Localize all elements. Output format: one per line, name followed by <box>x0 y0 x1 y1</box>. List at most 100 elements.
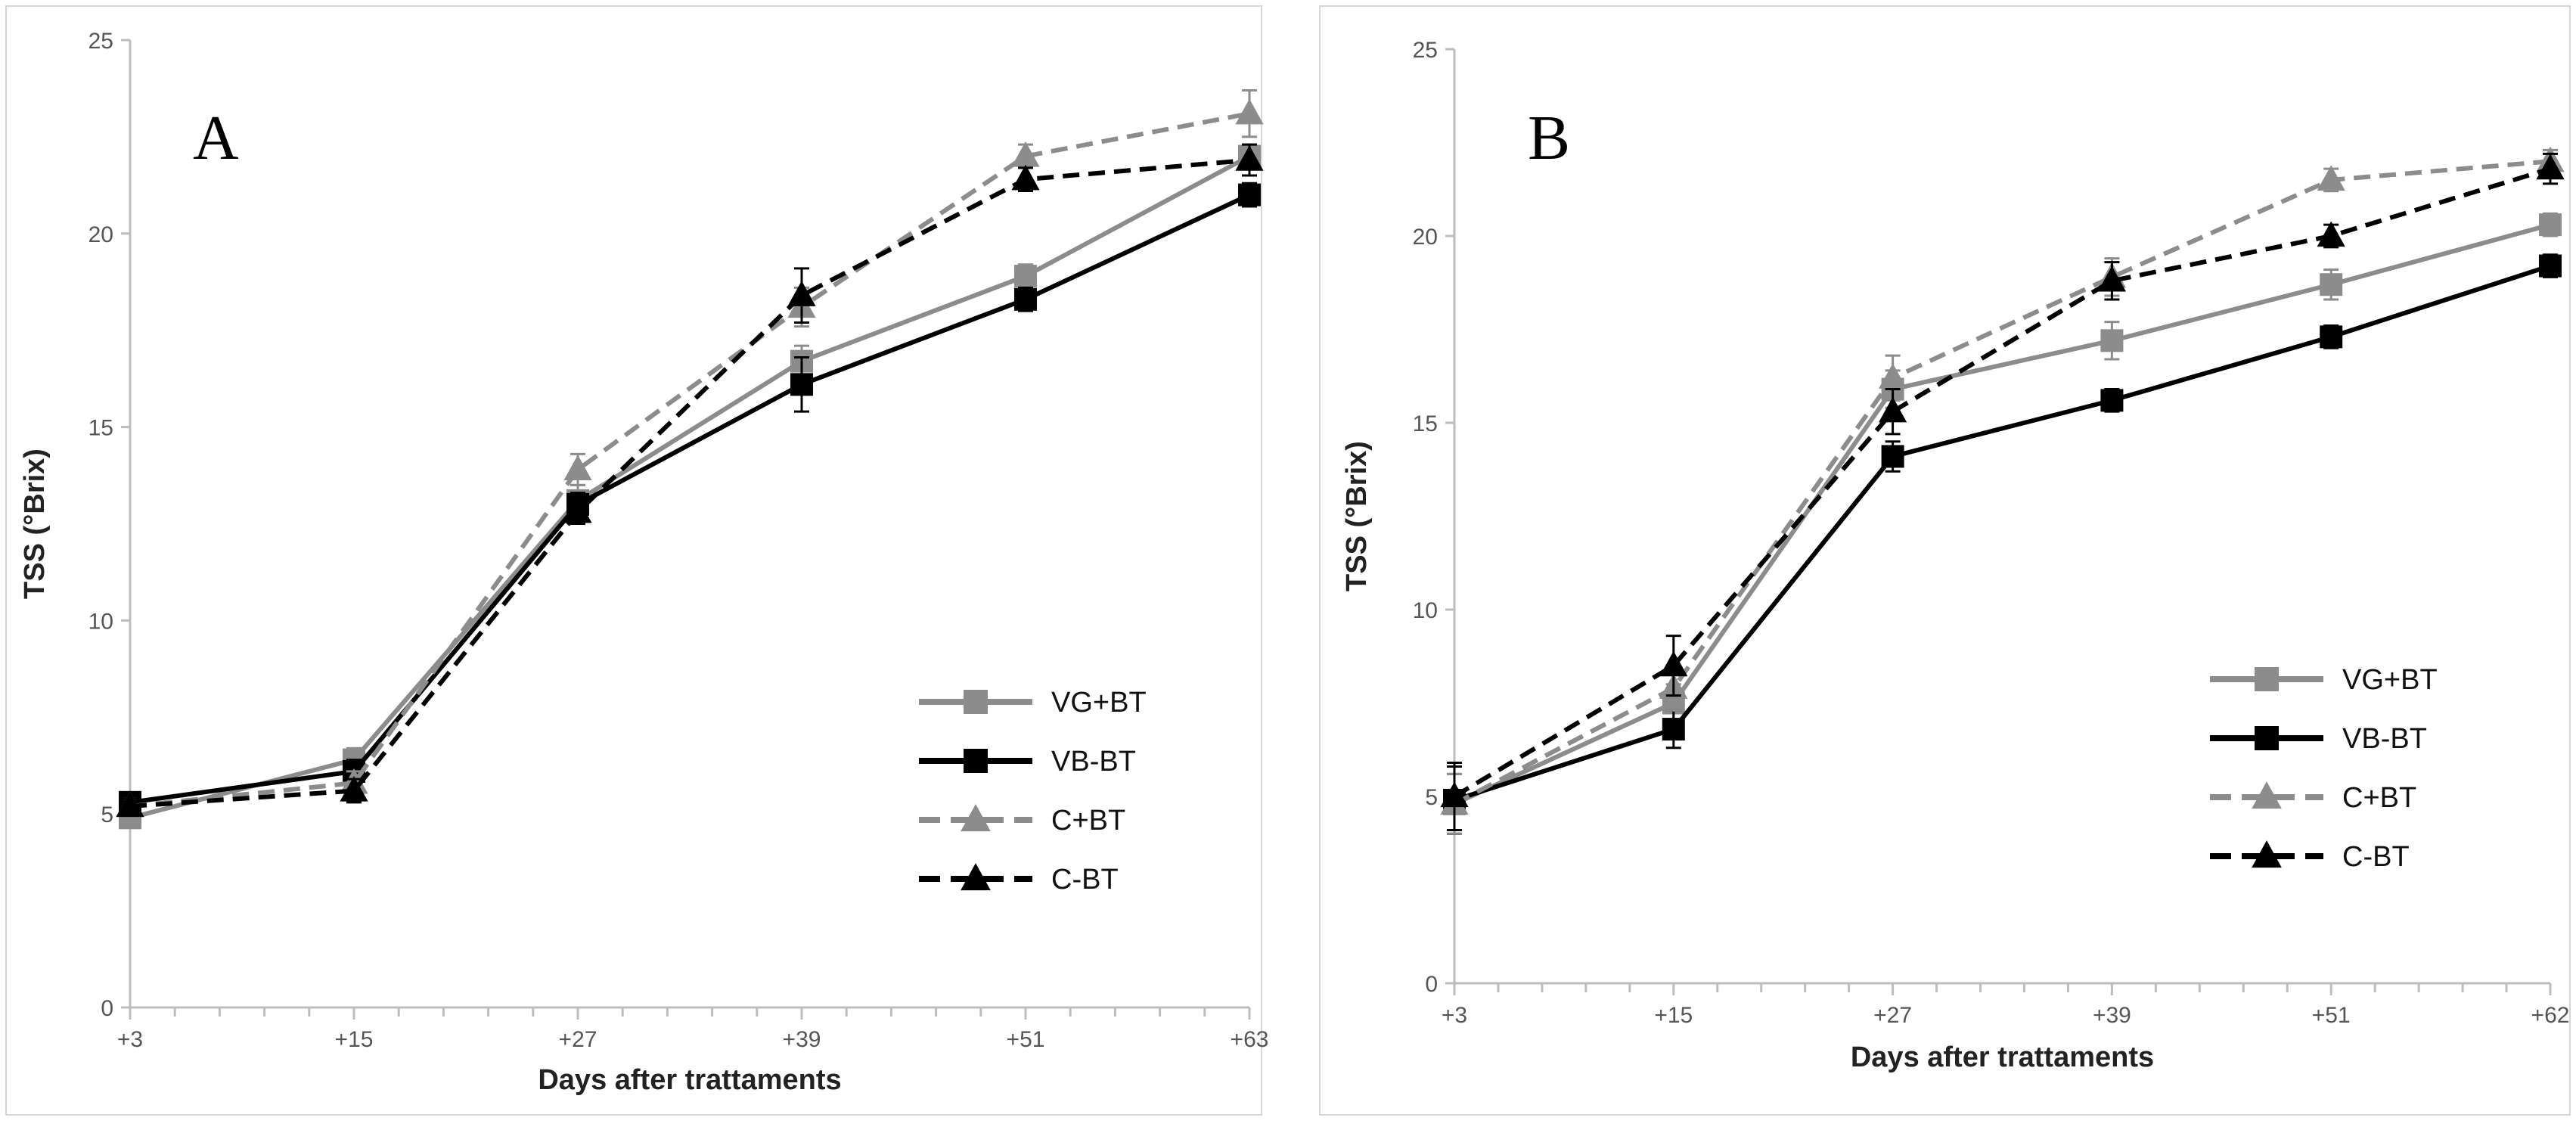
panel-b-frame <box>1319 5 2571 1116</box>
series-line <box>129 154 1251 821</box>
y-tick-label: 10 <box>1413 598 1438 623</box>
y-tick-label: 10 <box>88 609 113 634</box>
data-point <box>563 497 592 523</box>
data-point <box>2320 325 2343 349</box>
x-tick-label: +51 <box>1007 1027 1045 1052</box>
x-tick-label: +27 <box>559 1027 597 1052</box>
series-VB-BT <box>1443 253 2562 835</box>
panel-a-frame <box>5 5 1262 1116</box>
series-line <box>1453 166 2551 799</box>
panel-a-axes: 0 5 10 15 20 25 +3 +15 +27 +39 +51 +63 <box>88 29 1269 1052</box>
x-tick-label: +39 <box>2093 1003 2131 1028</box>
series-line <box>129 157 1250 809</box>
data-point <box>2536 154 2565 180</box>
data-point <box>1014 287 1037 311</box>
y-tick-label: 15 <box>88 416 113 441</box>
data-point <box>1662 718 1685 741</box>
data-point <box>1235 145 1264 171</box>
data-point <box>116 791 144 818</box>
data-point <box>2539 254 2562 278</box>
y-tick-label: 20 <box>88 222 113 247</box>
data-point <box>1881 445 1904 468</box>
legend-label: VB-BT <box>1051 746 1136 778</box>
panel-b-axes: 0 5 10 15 20 25 +3 +15 +27 +39 +51 +62 <box>1413 38 2570 1028</box>
legend-label: VG+BT <box>2342 664 2438 696</box>
x-tick-label: +51 <box>2312 1003 2351 1028</box>
data-point <box>1879 363 1907 389</box>
series-C-BT <box>1440 152 2565 831</box>
data-point <box>1879 396 1907 423</box>
data-point <box>2317 165 2345 191</box>
legend-label: VG+BT <box>1051 687 1147 719</box>
legend-entry-C-BT: C-BT <box>2210 840 2410 873</box>
data-point <box>2100 389 2124 412</box>
x-tick-label: +27 <box>1873 1003 1912 1028</box>
legend-entry-C+BT: C+BT <box>2210 781 2416 814</box>
data-point <box>340 775 368 802</box>
data-point <box>1440 781 1469 808</box>
series-VB-BT <box>119 182 1261 814</box>
legend-marker <box>964 690 988 714</box>
panel-b-legend: VG+BT VB-BT C+BT C-BT <box>2210 664 2438 873</box>
panel-a-legend: VG+BT VB-BT C+BT C-BT <box>919 687 1147 896</box>
legend-entry-C-BT: C-BT <box>919 863 1119 896</box>
data-point <box>1014 265 1037 288</box>
series-line <box>1453 159 2551 806</box>
y-tick-label: 25 <box>1413 38 1438 63</box>
legend-entry-VB-BT: VB-BT <box>2210 723 2427 755</box>
y-tick-label: 5 <box>101 802 113 827</box>
data-point <box>1011 164 1040 191</box>
y-tick-label: 5 <box>1425 785 1438 810</box>
panel-a-label: A <box>193 103 239 173</box>
legend-label: VB-BT <box>2342 723 2427 755</box>
x-tick-label: +3 <box>117 1027 143 1052</box>
series-C-BT <box>116 143 1264 818</box>
x-tick-label: +63 <box>1231 1027 1269 1052</box>
legend-label: C+BT <box>1051 805 1125 837</box>
legend-marker <box>2252 840 2282 868</box>
legend-marker <box>961 804 991 832</box>
legend-label: C-BT <box>1051 864 1119 896</box>
legend-marker <box>961 863 991 891</box>
data-point <box>2539 213 2562 237</box>
panel-b-label: B <box>1528 103 1570 173</box>
data-point <box>790 373 813 396</box>
panel-b-x-axis-title: Days after trattaments <box>1851 1041 2154 1073</box>
data-point <box>2097 265 2126 292</box>
panel-b-y-axis-title: TSS (°Brix) <box>1341 441 1373 591</box>
x-tick-label: +39 <box>783 1027 821 1052</box>
data-point <box>2320 273 2343 296</box>
data-point <box>1011 141 1040 167</box>
data-point <box>563 455 592 481</box>
legend-marker <box>2252 781 2282 809</box>
series-line <box>129 192 1251 805</box>
panel-a-y-axis-title: TSS (°Brix) <box>19 449 51 599</box>
legend-marker <box>964 749 988 773</box>
series-line <box>1454 263 2551 802</box>
data-point <box>787 281 816 306</box>
x-tick-label: +62 <box>2531 1003 2570 1028</box>
x-tick-label: +3 <box>1442 1003 1467 1028</box>
legend-entry-C+BT: C+BT <box>919 804 1125 837</box>
panel-b: 0 5 10 15 20 25 +3 +15 +27 +39 +51 +62 B Days after… <box>1319 5 2571 1116</box>
x-tick-label: +15 <box>335 1027 374 1052</box>
panel-a-series <box>116 89 1264 830</box>
data-point <box>1235 98 1264 125</box>
panel-a: 0 5 10 15 20 25 +3 +15 +27 +39 +51 +63 A Days after… <box>5 5 1269 1116</box>
data-point <box>2100 329 2124 352</box>
legend-entry-VG+BT: VG+BT <box>919 687 1147 719</box>
legend-entry-VB-BT: VB-BT <box>919 746 1136 778</box>
legend-marker <box>2255 726 2279 750</box>
y-tick-label: 0 <box>1425 972 1438 997</box>
panel-b-series <box>1440 146 2565 835</box>
y-tick-label: 25 <box>88 29 113 54</box>
legend-entry-VG+BT: VG+BT <box>2210 664 2438 696</box>
legend-marker <box>2255 667 2279 691</box>
series-line <box>1453 222 2551 806</box>
data-point <box>1238 183 1261 206</box>
y-tick-label: 15 <box>1413 411 1438 436</box>
y-tick-label: 0 <box>101 996 113 1021</box>
y-tick-label: 20 <box>1413 225 1438 250</box>
